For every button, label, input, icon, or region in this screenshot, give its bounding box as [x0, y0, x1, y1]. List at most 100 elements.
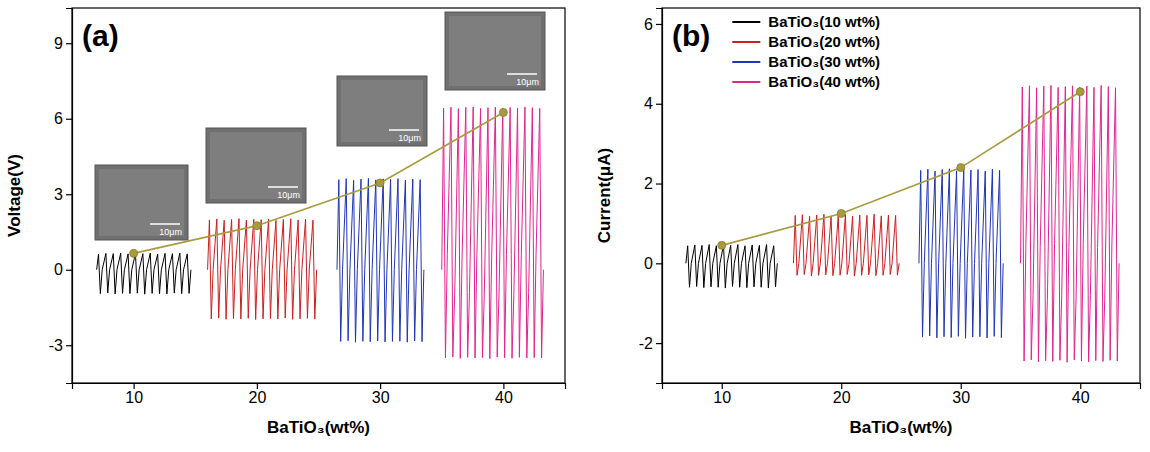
- waveform: [442, 107, 544, 359]
- marker: [376, 179, 384, 187]
- tick-mark: [66, 270, 72, 271]
- inset-image: [337, 76, 427, 146]
- panel: 10μm 10μm 10μm 10μm 10 20 30 40 -3 0 3 6 9 BaTiO₃(wt%…: [5, 8, 566, 437]
- figure: 10μm10μm10μm10μm10203040-30369BaTiO₃(wt%…: [0, 0, 1150, 452]
- inset-shade: [449, 16, 541, 86]
- legend: BaTiO₃(10 wt%) BaTiO₃(20 wt%) BaTiO₃(30 wt…: [732, 13, 880, 90]
- tick-mark: [66, 345, 72, 346]
- tick: 20: [833, 383, 851, 406]
- tick-mark: [257, 383, 258, 389]
- tick-mark: [656, 104, 662, 105]
- tick-mark: [656, 263, 662, 264]
- tick-mark: [841, 383, 842, 389]
- tick-label: 40: [495, 389, 513, 406]
- tick-label: 0: [54, 261, 63, 278]
- tick-label: 10: [125, 389, 143, 406]
- legend-swatch: [732, 41, 760, 43]
- scale-bar: [389, 129, 419, 131]
- y-axis-title: Current(μA): [595, 148, 614, 243]
- plot-data: [97, 107, 544, 359]
- inset-image: [445, 12, 545, 90]
- marker: [837, 209, 845, 217]
- plot-frame: [72, 8, 565, 383]
- y-axis: -2 0 2 4 6: [639, 9, 663, 384]
- tick: 20: [248, 383, 266, 406]
- sem-inset: 10μm: [206, 128, 306, 203]
- tick-mark: [380, 383, 381, 389]
- inset-label: 10μm: [159, 227, 182, 237]
- tick-label: 30: [952, 389, 970, 406]
- tick-label: 40: [1072, 389, 1090, 406]
- panel-label: (b): [672, 19, 710, 52]
- tick-mark: [722, 383, 723, 389]
- sem-inset: 10μm: [337, 76, 427, 146]
- tick-mark: [66, 119, 72, 120]
- inset-label: 10μm: [516, 77, 539, 87]
- tick-label: 4: [644, 95, 653, 112]
- inset-shade: [341, 80, 423, 142]
- tick-mark: [656, 183, 662, 184]
- marker: [1076, 88, 1084, 96]
- axis-line: [663, 384, 1141, 390]
- tick-mark: [66, 194, 72, 195]
- marker: [499, 108, 507, 116]
- legend-label: BaTiO₃(40 wt%): [768, 73, 880, 90]
- x-axis: 10203040: [663, 383, 1141, 406]
- tick: -3: [49, 337, 72, 354]
- tick: 3: [54, 186, 72, 203]
- waveform: [793, 214, 899, 276]
- tick-mark: [66, 43, 72, 44]
- legend-label: BaTiO₃(30 wt%): [768, 53, 880, 70]
- tick: 4: [644, 95, 662, 112]
- trend-line: [134, 112, 504, 253]
- tick-label: 6: [54, 110, 63, 127]
- axis-line: [66, 9, 73, 384]
- legend-label: BaTiO₃(20 wt%): [768, 33, 880, 50]
- plot-data: [686, 85, 1119, 362]
- tick-label: 9: [54, 35, 63, 52]
- marker: [130, 249, 138, 257]
- tick-label: 30: [372, 389, 390, 406]
- tick: 6: [644, 16, 662, 33]
- legend-swatch: [732, 61, 760, 63]
- tick-mark: [656, 24, 662, 25]
- tick-label: 20: [833, 389, 851, 406]
- tick: 9: [54, 35, 72, 52]
- tick-label: 6: [644, 16, 653, 33]
- tick: 30: [952, 383, 970, 406]
- tick: 30: [372, 383, 390, 406]
- scale-bar: [268, 186, 298, 188]
- tick: 10: [125, 383, 143, 406]
- inset-label: 10μm: [398, 133, 421, 143]
- inset-shade: [99, 169, 184, 236]
- tick: 0: [54, 261, 72, 278]
- tick-mark: [503, 383, 504, 389]
- tick: 0: [644, 255, 662, 272]
- tick-label: 0: [644, 255, 653, 272]
- inset-label: 10μm: [277, 190, 300, 200]
- tick: -2: [639, 335, 662, 352]
- inset-shade: [210, 132, 302, 199]
- x-axis-title: BaTiO₃(wt%): [850, 418, 953, 437]
- tick-label: -3: [49, 337, 63, 354]
- tick: 40: [1072, 383, 1090, 406]
- plot-frame: [662, 8, 1140, 383]
- waveform: [686, 245, 777, 288]
- tick: 40: [495, 383, 513, 406]
- tick-mark: [1080, 383, 1081, 389]
- axis-line: [656, 9, 663, 384]
- sem-inset: 10μm: [445, 12, 545, 90]
- tick: 2: [644, 175, 662, 192]
- scale-bar: [150, 223, 180, 225]
- waveform: [97, 253, 191, 294]
- x-axis: 10 20 30 40: [73, 383, 566, 406]
- panel-label: (a): [82, 19, 119, 52]
- tick-label: 2: [644, 175, 653, 192]
- legend-label: BaTiO₃(10 wt%): [768, 13, 880, 30]
- x-axis-title: BaTiO₃(wt%): [267, 418, 370, 437]
- y-axis-title: Voltage(V): [5, 154, 24, 237]
- tick-label: 20: [248, 389, 266, 406]
- legend-swatch: [732, 81, 760, 83]
- y-axis: -3 0 3 6 9: [49, 9, 73, 384]
- tick-mark: [961, 383, 962, 389]
